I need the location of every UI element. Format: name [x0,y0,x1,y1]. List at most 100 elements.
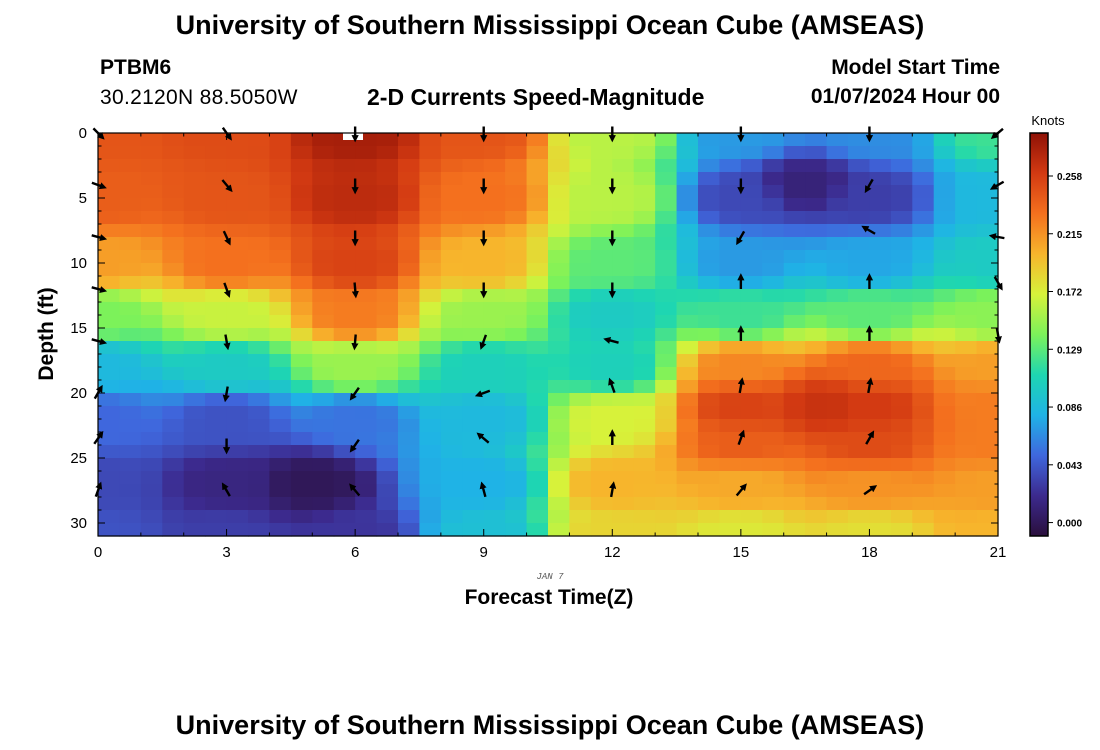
heatmap-cell [548,159,571,173]
heatmap-cell [569,510,592,524]
heatmap-cell [312,497,335,511]
heatmap-cell [569,289,592,303]
heatmap-cell [183,380,206,394]
heatmap-cell [548,497,571,511]
heatmap-cell [269,276,292,290]
heatmap-cell [526,198,549,212]
heatmap-cell [419,315,442,329]
heatmap-cell [205,237,228,251]
heatmap-cell [269,406,292,420]
heatmap-cell [976,445,999,459]
heatmap-cell [783,172,806,186]
heatmap-cell [162,185,185,199]
heatmap-cell [355,250,378,264]
heatmap-cell [676,289,699,303]
heatmap-cell [376,146,399,160]
heatmap-cell [805,146,828,160]
heatmap-cell [355,198,378,212]
heatmap-cell [162,354,185,368]
heatmap-cell [848,263,871,277]
heatmap-cell [976,341,999,355]
heatmap-cell [248,146,271,160]
heatmap-cell [140,523,163,537]
heatmap-cell [140,367,163,381]
heatmap-cell [226,133,249,147]
heatmap-cell [976,159,999,173]
heatmap-cell [848,367,871,381]
heatmap-cell [826,419,849,433]
heatmap-cell [526,276,549,290]
heatmap-cell [655,263,678,277]
heatmap-cell [676,328,699,342]
heatmap-cell [590,146,613,160]
heatmap-cell [633,406,656,420]
heatmap-cell [655,380,678,394]
heatmap-cell [805,159,828,173]
heatmap-cell [933,471,956,485]
heatmap-cell [590,445,613,459]
heatmap-cell [355,172,378,186]
colorbar-tick-label: 0.215 [1057,230,1082,241]
heatmap-cell [805,484,828,498]
heatmap-cell [183,133,206,147]
heatmap-cell [548,146,571,160]
heatmap-cell [312,432,335,446]
heatmap-cell [290,315,313,329]
heatmap-cell [612,302,635,316]
heatmap-cell [248,445,271,459]
heatmap-cell [548,367,571,381]
heatmap-cell [976,250,999,264]
heatmap-cell [248,263,271,277]
heatmap-cell [805,185,828,199]
heatmap-cell [462,432,485,446]
heatmap-cell [590,263,613,277]
heatmap-cell [655,159,678,173]
heatmap-cell [290,445,313,459]
heatmap-cell [355,224,378,238]
heatmap-cell [162,159,185,173]
heatmap-cell [869,367,892,381]
heatmap-cell [676,172,699,186]
heatmap-cell [398,172,421,186]
heatmap-cell [955,497,978,511]
heatmap-cell [419,263,442,277]
heatmap-cell [569,250,592,264]
heatmap-cell [912,484,935,498]
heatmap-cell [269,497,292,511]
heatmap-cell [119,237,142,251]
heatmap-cell [226,484,249,498]
heatmap-cell [355,432,378,446]
heatmap-cell [869,393,892,407]
heatmap-cell [890,172,913,186]
heatmap-cell [698,237,721,251]
heatmap-cell [719,302,742,316]
heatmap-cell [419,432,442,446]
heatmap-cell [762,289,785,303]
heatmap-cell [633,393,656,407]
heatmap-cell [826,406,849,420]
heatmap-cell [140,172,163,186]
heatmap-cell [869,484,892,498]
heatmap-cell [569,393,592,407]
station-id: PTBM6 [100,56,172,79]
heatmap-cell [183,159,206,173]
heatmap-cell [805,406,828,420]
y-tick-label: 25 [70,450,87,467]
heatmap-cell [590,276,613,290]
heatmap-cell [612,159,635,173]
heatmap-cell [226,211,249,225]
heatmap-cell [119,497,142,511]
current-vector-arrow [864,178,874,194]
heatmap-cell [312,510,335,524]
heatmap-cell [805,302,828,316]
heatmap-cell [655,393,678,407]
heatmap-cell [633,133,656,147]
heatmap-cells [98,133,999,537]
heatmap-cell [955,146,978,160]
heatmap-cell [719,133,742,147]
heatmap-cell [633,263,656,277]
heatmap-cell [398,484,421,498]
heatmap-cell [526,354,549,368]
heatmap-cell [419,159,442,173]
heatmap-cell [355,393,378,407]
